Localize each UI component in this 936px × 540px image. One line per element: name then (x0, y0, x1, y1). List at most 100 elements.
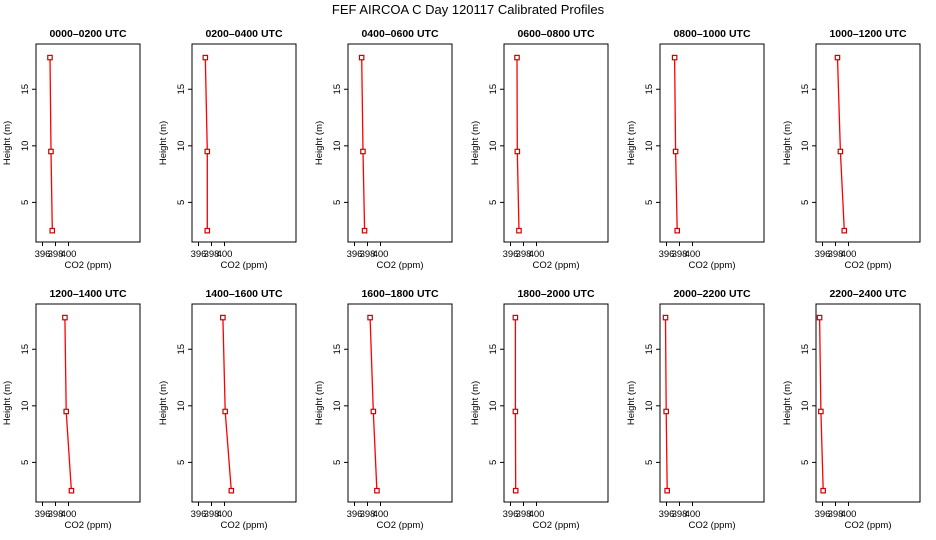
x-tick-label: 400 (217, 249, 233, 260)
x-tick-label: 400 (217, 509, 233, 520)
data-point (361, 227, 368, 234)
data-point (662, 314, 669, 321)
profile-line (516, 57, 520, 231)
x-tick-label: 400 (685, 509, 701, 520)
plot-frame (659, 303, 765, 503)
profile-line (664, 317, 668, 491)
data-point (841, 227, 848, 234)
y-tick-label: 15 (332, 84, 343, 95)
y-tick-label: 15 (488, 344, 499, 355)
data-point (512, 487, 519, 494)
y-tick-label: 5 (644, 200, 655, 205)
x-tick-label: 396 (815, 509, 831, 520)
plot-frame (347, 43, 453, 243)
data-point (512, 314, 519, 321)
panel-title: 0800–1000 UTC (673, 28, 750, 40)
y-tick-label: 10 (20, 141, 31, 152)
y-axis-label: Height (m) (158, 381, 169, 425)
y-tick-label: 10 (800, 141, 811, 152)
data-point (222, 408, 228, 415)
panel-title: 2000–2200 UTC (673, 288, 750, 300)
y-axis-label: Height (m) (2, 121, 13, 165)
y-tick-label: 5 (332, 200, 343, 205)
panel-title: 1800–2000 UTC (517, 288, 594, 300)
x-tick-label: 398 (516, 509, 532, 520)
panel-title: 0400–0600 UTC (361, 28, 438, 40)
x-tick-label: 400 (841, 249, 857, 260)
x-axis-label: CO2 (ppm) (533, 260, 580, 271)
plot-frame (815, 43, 921, 243)
data-point (47, 54, 53, 61)
x-axis-label: CO2 (ppm) (845, 260, 892, 271)
plot-frame (35, 303, 141, 503)
y-tick-label: 15 (176, 344, 187, 355)
x-axis-label: CO2 (ppm) (689, 260, 736, 271)
x-axis-label: CO2 (ppm) (65, 520, 112, 531)
data-point (374, 487, 380, 494)
data-point (820, 487, 826, 494)
data-point (358, 54, 365, 61)
x-axis-label: CO2 (ppm) (533, 520, 580, 531)
profile-line (836, 57, 845, 231)
y-axis-label: Height (m) (314, 381, 325, 425)
panel-title: 0200–0400 UTC (205, 28, 282, 40)
y-axis-label: Height (m) (314, 121, 325, 165)
data-point (228, 487, 235, 494)
data-point (220, 314, 226, 321)
y-axis-label: Height (m) (470, 381, 481, 425)
data-point (360, 148, 366, 155)
plot-frame (815, 303, 921, 503)
x-axis-label: CO2 (ppm) (221, 520, 268, 531)
x-tick-label: 400 (529, 509, 545, 520)
x-tick-label: 398 (360, 249, 376, 260)
data-point (672, 148, 679, 155)
y-tick-label: 5 (800, 460, 811, 465)
y-tick-label: 10 (644, 401, 655, 412)
data-point (202, 54, 209, 61)
x-tick-label: 398 (48, 249, 64, 260)
y-axis-label: Height (m) (626, 121, 637, 165)
y-tick-label: 15 (800, 344, 811, 355)
x-tick-label: 396 (815, 249, 831, 260)
y-tick-label: 10 (644, 141, 655, 152)
y-tick-label: 10 (176, 401, 187, 412)
y-tick-label: 5 (176, 200, 187, 205)
x-tick-label: 398 (828, 249, 844, 260)
x-axis-label: CO2 (ppm) (65, 260, 112, 271)
x-tick-label: 400 (373, 509, 389, 520)
profile-line (673, 57, 678, 231)
y-tick-label: 5 (644, 460, 655, 465)
plot-frame (191, 43, 297, 243)
x-axis-label: CO2 (ppm) (377, 260, 424, 271)
y-tick-label: 10 (20, 401, 31, 412)
profile-line (49, 57, 53, 231)
data-point (512, 408, 519, 415)
data-point (49, 227, 56, 234)
x-tick-label: 400 (685, 249, 701, 260)
y-tick-label: 10 (332, 401, 343, 412)
y-tick-label: 10 (488, 401, 499, 412)
y-axis-label: Height (m) (626, 381, 637, 425)
data-point (671, 54, 678, 61)
x-tick-label: 398 (672, 249, 688, 260)
figure-title: FEF AIRCOA C Day 120117 Calibrated Profi… (332, 2, 605, 17)
data-point (204, 227, 211, 234)
y-tick-label: 5 (20, 460, 31, 465)
panel-title: 1600–1800 UTC (361, 288, 438, 300)
plot-frame (347, 303, 453, 503)
y-tick-label: 10 (176, 141, 187, 152)
x-tick-label: 400 (61, 249, 77, 260)
panel-title: 1400–1600 UTC (205, 288, 282, 300)
plot-frame (659, 43, 765, 243)
y-tick-label: 5 (20, 200, 31, 205)
x-tick-label: 398 (360, 509, 376, 520)
